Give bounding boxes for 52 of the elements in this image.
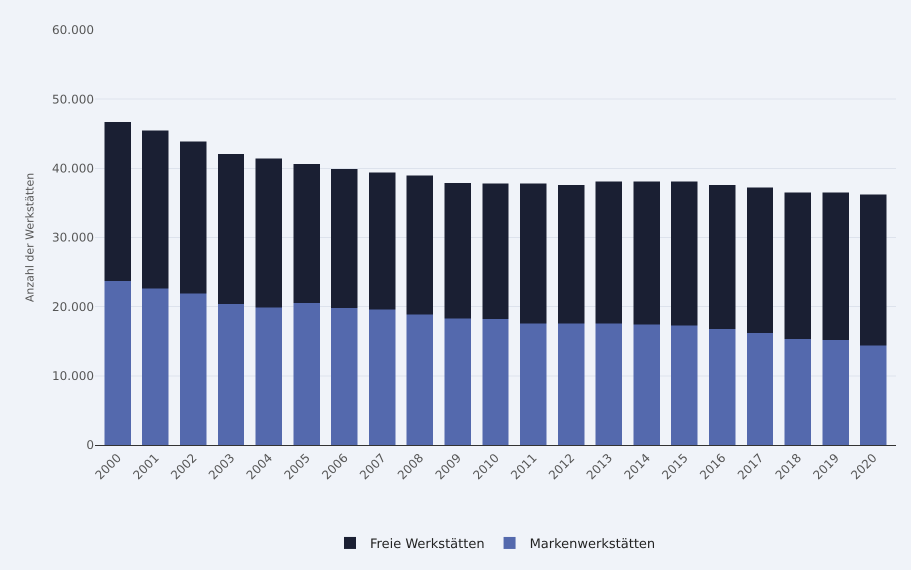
bar (746, 332, 774, 445)
bar (558, 323, 584, 445)
bar (671, 181, 698, 326)
legend-label: Freie Werkstätten (370, 537, 485, 552)
bar (104, 281, 131, 445)
y-tick-label: 40.000 (52, 162, 94, 176)
y-axis-title: Anzahl der Werkstätten (24, 172, 37, 302)
y-tick-label: 0 (86, 438, 94, 452)
bar (368, 172, 396, 310)
bar (822, 340, 849, 445)
bar (104, 122, 131, 282)
y-tick-label: 30.000 (52, 230, 94, 245)
bar (860, 345, 887, 445)
y-tick-label: 60.000 (52, 23, 94, 38)
bar (671, 325, 698, 445)
bar (784, 339, 811, 445)
bar (331, 308, 358, 445)
y-tick-label: 10.000 (52, 369, 94, 384)
bar (180, 141, 206, 294)
bar (256, 307, 282, 445)
bar (444, 182, 471, 318)
bar (406, 175, 434, 314)
bar (708, 184, 736, 329)
bar (708, 328, 736, 445)
bar (256, 158, 282, 308)
bar (444, 318, 471, 445)
bar (406, 314, 434, 445)
bar (633, 324, 660, 445)
bar (293, 303, 320, 445)
y-tick-label: 50.000 (52, 92, 94, 106)
bar (368, 309, 396, 445)
bar (784, 192, 811, 340)
bar (218, 154, 244, 304)
bar (180, 294, 206, 445)
bar (293, 164, 320, 304)
bar (482, 319, 509, 445)
y-tick-label: 20.000 (52, 300, 94, 314)
bar (218, 304, 244, 445)
bar (558, 184, 584, 324)
bar (520, 184, 547, 324)
bar (596, 181, 622, 324)
bar (331, 169, 358, 308)
legend-label: Markenwerkstätten (530, 537, 656, 552)
bar (142, 288, 169, 445)
bar (822, 192, 849, 340)
bar (142, 130, 169, 289)
bar (596, 323, 622, 445)
bar (633, 181, 660, 325)
bar (520, 323, 547, 445)
bar (482, 184, 509, 320)
bar (746, 188, 774, 333)
bar (860, 194, 887, 346)
